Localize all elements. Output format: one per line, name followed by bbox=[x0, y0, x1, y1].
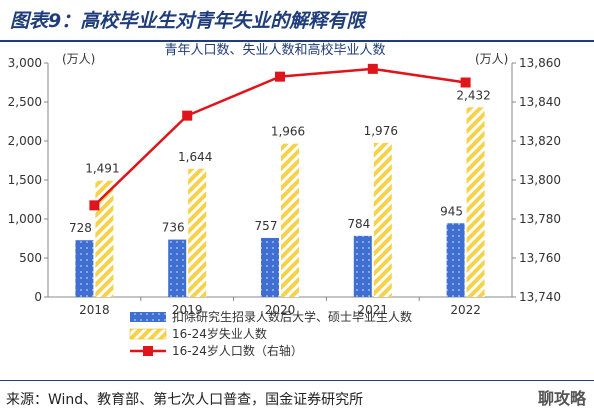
bar-label-graduates: 757 bbox=[255, 219, 278, 233]
bar-graduates bbox=[75, 240, 94, 297]
left-tick-label: 0 bbox=[34, 290, 42, 304]
line-point bbox=[89, 200, 100, 211]
line-point bbox=[275, 71, 285, 82]
legend-swatch-graduates bbox=[130, 312, 166, 322]
right-tick-label: 13,820 bbox=[519, 134, 561, 148]
figure-title: 图表9：高校毕业生对青年失业的解释有限 bbox=[10, 10, 366, 32]
right-tick-label: 13,860 bbox=[519, 56, 561, 70]
left-tick-label: 3,000 bbox=[8, 56, 42, 70]
left-tick-label: 500 bbox=[19, 251, 42, 265]
x-tick-label: 2020 bbox=[265, 303, 296, 317]
x-tick-label: 2018 bbox=[79, 303, 110, 317]
chart-title: 青年人口数、失业人数和高校毕业人数 bbox=[164, 42, 385, 58]
right-tick-label: 13,740 bbox=[519, 290, 561, 304]
line-point bbox=[460, 77, 471, 88]
legend-label-youth-unemployed: 16-24岁失业人数 bbox=[172, 326, 267, 341]
right-tick-label: 13,780 bbox=[519, 212, 561, 226]
left-tick-label: 2,500 bbox=[8, 95, 42, 109]
footer: 来源：Wind、教育部、第七次人口普查，国金证券研究所 聊攻略 bbox=[0, 380, 594, 416]
bar-youth-unemployed bbox=[281, 143, 299, 297]
bar-label-youth-unemployed: 1,976 bbox=[364, 124, 398, 138]
bar-graduates bbox=[261, 237, 279, 297]
bar-label-graduates: 945 bbox=[440, 204, 463, 218]
bar-graduates bbox=[353, 235, 372, 297]
bar-youth-unemployed bbox=[373, 142, 392, 297]
left-tick-label: 2,000 bbox=[8, 134, 42, 148]
bar-label-youth-unemployed: 1,491 bbox=[85, 162, 119, 176]
header: 图表9：高校毕业生对青年失业的解释有限 bbox=[0, 0, 594, 42]
left-axis-unit: (万人) bbox=[62, 52, 95, 66]
left-tick-label: 1,500 bbox=[8, 173, 42, 187]
legend: 扣除研究生招录人数后大学、硕士毕业生人数 16-24岁失业人数 16-24岁人口数（… bbox=[129, 309, 412, 358]
bar-youth-unemployed bbox=[466, 107, 485, 297]
right-tick-label: 13,800 bbox=[519, 173, 561, 187]
bar-youth-unemployed bbox=[95, 180, 114, 297]
legend-swatch-youth-unemployed bbox=[129, 328, 167, 340]
bar-label-graduates: 784 bbox=[347, 217, 370, 231]
bar-label-youth-unemployed: 2,432 bbox=[456, 88, 490, 102]
x-tick-label: 2019 bbox=[172, 303, 203, 317]
x-tick-label: 2021 bbox=[358, 303, 389, 317]
watermark: 聊攻略 bbox=[537, 389, 586, 408]
legend-label-youth-population: 16-24岁人口数（右轴） bbox=[172, 343, 303, 358]
chart: 青年人口数、失业人数和高校毕业人数 (万人) (万人) 0 500 1,000 1,5… bbox=[8, 42, 561, 358]
line-point bbox=[182, 110, 193, 121]
right-tick-label: 13,840 bbox=[519, 95, 561, 109]
legend-marker-youth-population bbox=[143, 346, 153, 356]
bar-youth-unemployed bbox=[188, 168, 207, 297]
line-point bbox=[367, 63, 378, 74]
legend-label-graduates: 扣除研究生招录人数后大学、硕士毕业生人数 bbox=[172, 309, 412, 324]
bar-graduates bbox=[446, 223, 465, 297]
left-tick-label: 1,000 bbox=[8, 212, 42, 226]
right-axis-unit: (万人) bbox=[475, 52, 508, 66]
bar-graduates bbox=[168, 239, 187, 297]
right-tick-label: 13,760 bbox=[519, 251, 561, 265]
bar-label-youth-unemployed: 1,966 bbox=[271, 125, 305, 139]
bar-label-graduates: 736 bbox=[162, 221, 185, 235]
x-tick-label: 2022 bbox=[450, 303, 481, 317]
source-note: 来源：Wind、教育部、第七次人口普查，国金证券研究所 bbox=[6, 392, 364, 408]
bar-label-graduates: 728 bbox=[69, 221, 92, 235]
bar-label-youth-unemployed: 1,644 bbox=[178, 150, 212, 164]
